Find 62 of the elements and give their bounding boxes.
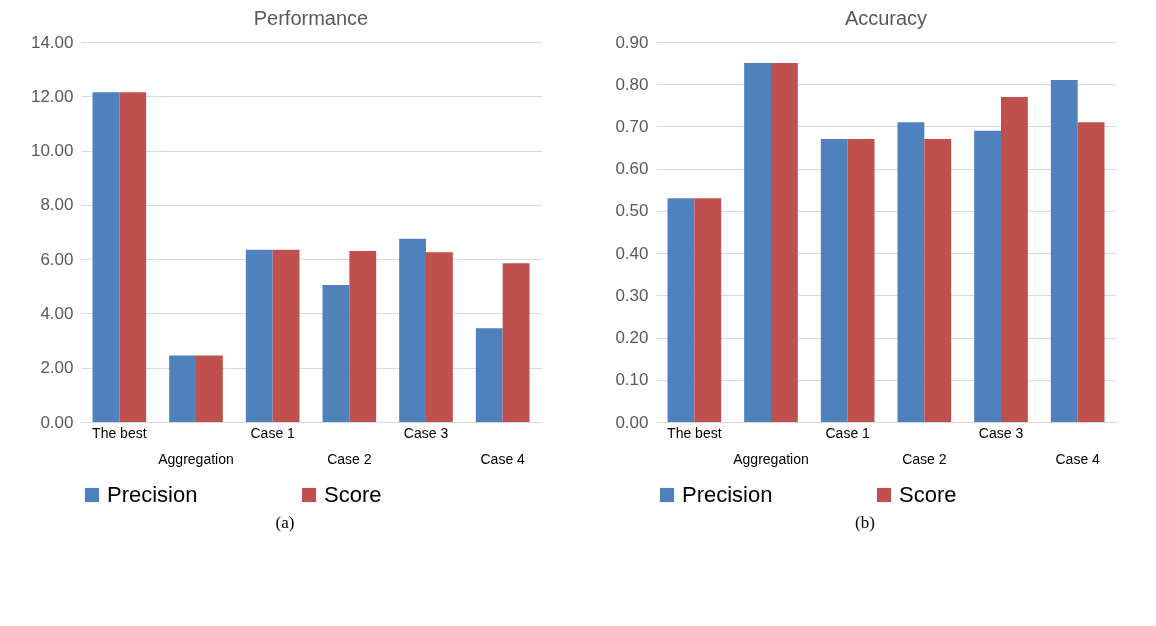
x-tick-label: Aggregation <box>733 450 809 467</box>
bar <box>744 63 771 422</box>
bar <box>924 139 952 422</box>
legend-label: Precision <box>106 482 197 507</box>
y-tick-label: 0.00 <box>615 412 649 432</box>
bar <box>771 63 798 422</box>
y-tick-label: 4.00 <box>39 303 73 323</box>
bar <box>348 251 376 422</box>
bar <box>322 284 349 422</box>
bar <box>820 139 848 422</box>
y-tick-label: 0.60 <box>615 159 649 179</box>
x-tick-label: Case 2 <box>326 450 372 467</box>
bar <box>272 249 299 422</box>
y-tick-label: 0.80 <box>615 74 649 94</box>
y-tick-label: 0.10 <box>615 370 649 390</box>
bar <box>974 130 1001 422</box>
text: (a) <box>275 513 295 533</box>
y-tick-label: 6.00 <box>39 249 73 269</box>
x-tick-label: The best <box>667 424 722 441</box>
bar <box>92 92 119 422</box>
y-tick-label: 10.00 <box>30 141 73 161</box>
bar <box>1001 96 1028 422</box>
bar <box>425 252 453 422</box>
y-tick-label: 14.00 <box>30 32 73 52</box>
bar <box>502 263 529 422</box>
bar <box>475 328 503 422</box>
chart-title: Accuracy <box>844 7 928 29</box>
x-tick-label: Case 4 <box>479 450 525 467</box>
y-tick-label: 0.70 <box>615 116 649 136</box>
bar <box>245 249 273 422</box>
bar <box>195 355 223 422</box>
x-tick-label: Case 1 <box>249 424 295 441</box>
x-tick-label: Aggregation <box>157 450 234 467</box>
chart-title: Performance <box>253 7 368 29</box>
y-tick-label: 12.00 <box>30 86 73 106</box>
bar <box>694 198 722 422</box>
y-tick-label: 0.30 <box>615 285 649 305</box>
bar <box>667 198 695 422</box>
x-tick-label: The best <box>91 424 147 441</box>
y-tick-label: 2.00 <box>39 358 73 378</box>
y-tick-label: 0.50 <box>615 201 649 221</box>
legend-label: Precision <box>682 482 773 507</box>
x-tick-label: Case 3 <box>403 424 448 441</box>
y-tick-label: 0.00 <box>39 412 73 432</box>
legend-label: Score <box>323 482 381 507</box>
x-tick-label: Case 3 <box>978 424 1024 441</box>
y-tick-label: 0.20 <box>615 328 649 348</box>
y-tick-label: 8.00 <box>39 195 73 215</box>
bar <box>398 238 426 422</box>
bar <box>1077 122 1105 422</box>
bar <box>118 92 146 422</box>
bar <box>847 139 875 422</box>
bar <box>168 355 196 422</box>
bar <box>1050 80 1078 422</box>
legend-label: Score <box>899 482 957 507</box>
x-tick-label: Case 2 <box>902 450 947 467</box>
x-tick-label: Case 4 <box>1055 450 1101 467</box>
bar <box>897 122 925 422</box>
x-tick-label: Case 1 <box>825 424 871 441</box>
text: (b) <box>855 513 875 533</box>
y-tick-label: 0.90 <box>615 32 649 52</box>
y-tick-label: 0.40 <box>615 243 649 263</box>
